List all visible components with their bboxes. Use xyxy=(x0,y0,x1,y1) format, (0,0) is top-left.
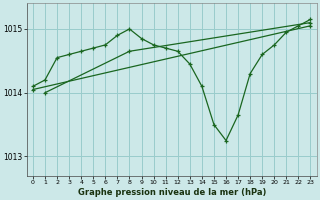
X-axis label: Graphe pression niveau de la mer (hPa): Graphe pression niveau de la mer (hPa) xyxy=(77,188,266,197)
